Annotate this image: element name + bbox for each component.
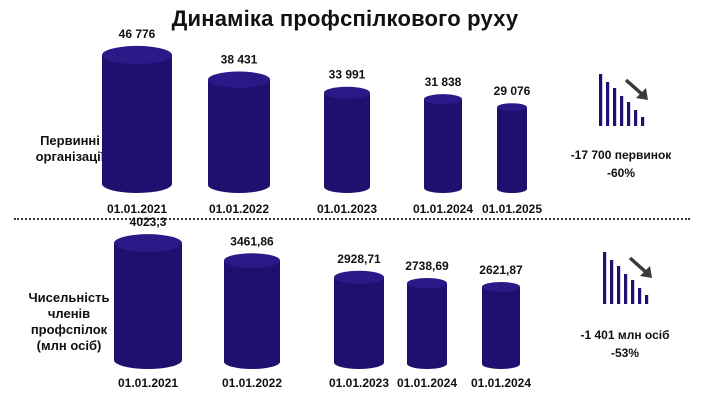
bar-body bbox=[224, 260, 280, 369]
row-label-line: Чисельність bbox=[28, 290, 110, 305]
bar-cylinder bbox=[424, 94, 462, 193]
icon-bar bbox=[610, 260, 614, 304]
category-label: 01.01.2024 bbox=[397, 376, 457, 390]
icon-arrow-head bbox=[636, 88, 648, 100]
category-label: 01.01.2023 bbox=[317, 202, 377, 216]
bar-body bbox=[208, 79, 270, 193]
data-label: 4023,3 bbox=[130, 215, 167, 229]
bar-cylinder bbox=[334, 270, 384, 370]
category-label: 01.01.2022 bbox=[209, 202, 269, 216]
bar-top bbox=[424, 94, 462, 105]
bar-cylinder bbox=[224, 253, 280, 369]
icon-bar bbox=[634, 110, 638, 126]
change-note-members: -1 401 млн осіб -53% bbox=[560, 326, 690, 362]
row-label-line: профспілок bbox=[30, 322, 108, 337]
bar-body bbox=[102, 55, 172, 193]
category-label: 01.01.2025 bbox=[482, 202, 542, 216]
bar-top bbox=[114, 234, 182, 252]
data-label: 2928,71 bbox=[337, 252, 381, 266]
data-label: 3461,86 bbox=[230, 234, 274, 248]
icon-bar bbox=[641, 117, 645, 126]
row-label-line: (млн осіб) bbox=[36, 338, 102, 353]
bar-cylinder bbox=[497, 103, 527, 193]
bar-top bbox=[102, 45, 172, 65]
bar-body bbox=[407, 283, 447, 369]
change-note-line: -17 700 первинок bbox=[570, 148, 672, 162]
bar-top bbox=[324, 86, 370, 99]
row-label-line: Первинні bbox=[40, 133, 100, 148]
bar-body bbox=[482, 286, 520, 369]
bar-cylinder bbox=[208, 71, 270, 193]
bar-body bbox=[497, 107, 527, 193]
change-note-line: -60% bbox=[606, 166, 635, 180]
icon-bar bbox=[617, 266, 621, 304]
row-label-line: організації bbox=[35, 149, 105, 164]
data-label: 29 076 bbox=[494, 84, 531, 98]
icon-bar bbox=[638, 288, 642, 304]
bar-body bbox=[324, 92, 370, 193]
bar-cylinder bbox=[324, 86, 370, 193]
data-label: 2738,69 bbox=[405, 259, 449, 273]
icon-bar bbox=[620, 96, 624, 126]
bar-top bbox=[407, 278, 447, 289]
section-divider bbox=[14, 218, 690, 220]
row-label-line: членів bbox=[47, 306, 91, 321]
bar-body bbox=[334, 277, 384, 370]
row-label-organizations: Первинні організації bbox=[20, 133, 120, 165]
icon-bar bbox=[645, 295, 649, 304]
category-label: 01.01.2024 bbox=[413, 202, 473, 216]
data-label: 2621,87 bbox=[479, 263, 523, 277]
category-label: 01.01.2024 bbox=[471, 376, 531, 390]
category-label: 01.01.2022 bbox=[222, 376, 282, 390]
data-label: 46 776 bbox=[119, 27, 156, 41]
data-label: 31 838 bbox=[425, 75, 462, 89]
change-note-line: -1 401 млн осіб bbox=[580, 328, 670, 342]
bar-top bbox=[497, 103, 527, 112]
bar-body bbox=[114, 243, 182, 369]
change-note-organizations: -17 700 первинок -60% bbox=[556, 146, 686, 182]
bar-top bbox=[208, 71, 270, 88]
icon-arrow-head bbox=[640, 266, 652, 278]
category-label: 01.01.2021 bbox=[107, 202, 167, 216]
data-label: 38 431 bbox=[221, 53, 258, 67]
bar-top bbox=[224, 253, 280, 268]
icon-bar bbox=[627, 102, 631, 126]
bar-body bbox=[424, 99, 462, 193]
bar-top bbox=[482, 281, 520, 292]
bar-cylinder bbox=[407, 278, 447, 369]
bar-top bbox=[334, 270, 384, 284]
category-label: 01.01.2023 bbox=[329, 376, 389, 390]
page-title: Динаміка профспілкового руху bbox=[171, 6, 519, 31]
icon-bar bbox=[613, 88, 617, 126]
icon-bar bbox=[606, 82, 610, 126]
bar-cylinder bbox=[482, 281, 520, 369]
icon-bar bbox=[603, 252, 607, 304]
declining-bars-arrow-icon bbox=[603, 252, 652, 304]
data-label: 33 991 bbox=[329, 68, 366, 82]
row-label-members: Чисельність членів профспілок (млн осіб) bbox=[14, 290, 124, 354]
bar-cylinder bbox=[102, 45, 172, 193]
bar-cylinder bbox=[114, 234, 182, 369]
category-label: 01.01.2021 bbox=[118, 376, 178, 390]
declining-bars-arrow-icon bbox=[599, 74, 648, 126]
icon-bar bbox=[631, 280, 635, 304]
icon-bar bbox=[624, 274, 628, 304]
icon-bar bbox=[599, 74, 603, 126]
change-note-line: -53% bbox=[610, 346, 639, 360]
